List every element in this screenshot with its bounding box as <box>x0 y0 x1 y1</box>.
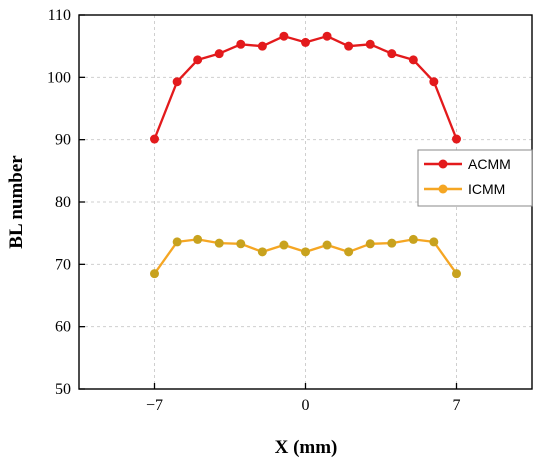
data-point-acmm <box>214 49 224 59</box>
data-point-icmm <box>214 238 224 248</box>
axis-ticks: 50 60 70 80 90 100 110 −7 0 7 <box>47 7 461 414</box>
x-tick-label: 0 <box>302 397 310 414</box>
data-point-acmm <box>193 55 203 65</box>
data-point-icmm <box>150 269 159 279</box>
data-point-acmm <box>344 41 354 51</box>
y-tick-label: 110 <box>48 7 71 24</box>
data-point-acmm <box>301 37 310 47</box>
data-point-acmm <box>279 31 289 41</box>
legend-marker-icmm <box>438 184 448 194</box>
series-layer <box>150 31 461 279</box>
x-axis-title: X (mm) <box>275 437 338 458</box>
legend-label-icmm: ICMM <box>468 181 505 197</box>
data-point-icmm <box>365 239 375 249</box>
data-point-icmm <box>257 247 267 257</box>
data-point-icmm <box>344 247 354 257</box>
y-tick-label: 80 <box>55 194 71 211</box>
x-tick-label: 7 <box>453 397 461 414</box>
data-point-acmm <box>172 77 182 87</box>
data-point-acmm <box>387 49 397 59</box>
data-point-acmm <box>257 41 267 51</box>
legend-label-acmm: ACMM <box>468 156 511 172</box>
y-tick-label: 70 <box>55 256 71 273</box>
y-tick-label: 90 <box>55 132 71 149</box>
data-point-acmm <box>150 134 159 144</box>
y-axis-title: BL number <box>6 155 27 249</box>
data-point-icmm <box>236 239 246 249</box>
data-point-icmm <box>322 240 332 250</box>
data-point-icmm <box>172 237 182 247</box>
data-point-acmm <box>429 77 439 87</box>
legend-marker-acmm <box>438 159 448 169</box>
y-tick-label: 60 <box>55 319 71 336</box>
data-point-icmm <box>387 238 397 248</box>
data-point-acmm <box>322 31 332 41</box>
data-point-icmm <box>301 247 310 257</box>
data-point-acmm <box>365 39 375 49</box>
data-point-acmm <box>408 55 418 65</box>
data-point-icmm <box>193 234 203 244</box>
legend-box <box>417 149 533 207</box>
data-point-icmm <box>408 234 418 244</box>
y-tick-label: 100 <box>47 69 71 86</box>
legend: ACMM ICMM <box>417 149 533 207</box>
data-point-acmm <box>452 134 461 144</box>
y-tick-label: 50 <box>55 381 71 398</box>
data-point-acmm <box>236 39 246 49</box>
data-point-icmm <box>279 240 289 250</box>
data-point-icmm <box>452 269 461 279</box>
x-tick-label: −7 <box>146 397 163 414</box>
data-point-icmm <box>429 237 439 247</box>
